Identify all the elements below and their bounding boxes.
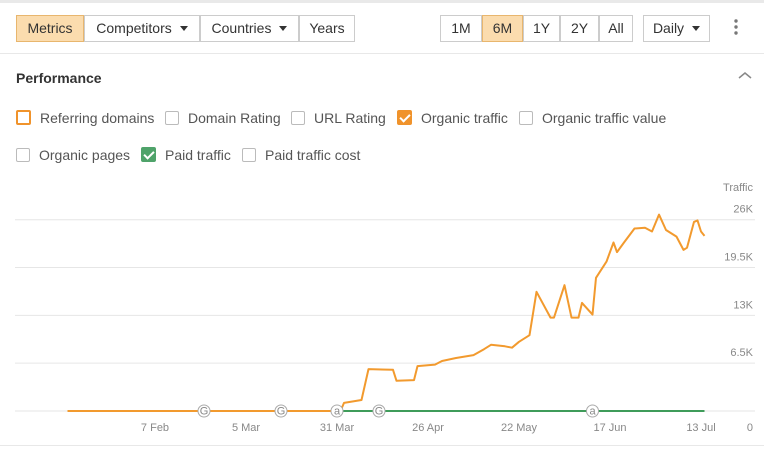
annotation-marker [586, 404, 599, 418]
annotation-label: G [375, 406, 384, 418]
series-line [67, 213, 706, 412]
tab-button[interactable]: Years [299, 15, 355, 42]
range-button[interactable]: 1Y [523, 15, 560, 42]
collapse-icon[interactable] [738, 72, 752, 79]
y-tick-label: 19.5K [724, 252, 753, 264]
checkbox-box [165, 111, 179, 125]
tab-label: Metrics [27, 20, 73, 36]
top-border [0, 0, 764, 3]
checkbox-box [519, 111, 533, 125]
checkbox[interactable]: Organic traffic value [519, 110, 666, 126]
checkbox-label: Organic traffic [421, 110, 508, 126]
checkbox-label: Organic traffic value [542, 110, 667, 126]
caret [179, 26, 188, 31]
y-axis-label: Traffic [723, 182, 753, 194]
checkbox[interactable]: Paid traffic [141, 147, 231, 163]
checkbox-box [397, 110, 412, 125]
checkbox[interactable]: Organic pages [16, 147, 130, 163]
checkbox-label: Paid traffic cost [265, 147, 361, 163]
checkbox[interactable]: Domain Rating [165, 110, 281, 126]
checkbox-box [16, 148, 30, 162]
x-tick-label: 7 Feb [141, 422, 169, 434]
y-tick-label: 13K [733, 299, 753, 311]
tab-label: Competitors [96, 20, 172, 36]
y-tick-label: 6.5K [730, 347, 753, 359]
x-tick-label: 26 Apr [412, 422, 444, 434]
checkbox-box [16, 110, 31, 125]
checkbox[interactable]: Referring domains [16, 110, 154, 126]
checkbox-label: Referring domains [40, 110, 155, 126]
tab-label: Countries [211, 20, 272, 36]
interval-dropdown[interactable]: Daily [643, 15, 710, 42]
y-tick-label: 26K [733, 204, 753, 216]
x-tick-label: 5 Mar [232, 422, 260, 434]
tab-label: Years [309, 20, 345, 36]
more-icon[interactable] [734, 19, 738, 35]
x-tick-label: 17 Jun [593, 422, 626, 434]
y-tick-label: 0 [747, 422, 753, 434]
tab-button[interactable]: Competitors [84, 15, 200, 42]
annotation-marker [330, 404, 344, 418]
annotation-label: a [589, 406, 596, 418]
checkbox[interactable]: Paid traffic cost [242, 147, 360, 163]
checkbox-label: Domain Rating [188, 110, 281, 126]
checkbox-label: Paid traffic [165, 147, 231, 163]
range-button[interactable]: All [599, 15, 633, 42]
checkbox[interactable]: URL Rating [291, 110, 386, 126]
checkbox[interactable]: Organic traffic [397, 110, 508, 126]
panel-title: Performance [16, 70, 102, 86]
caret [279, 26, 288, 31]
checkbox-box [291, 111, 305, 125]
divider [0, 445, 764, 446]
annotation-marker [372, 404, 386, 418]
x-tick-label: 31 Mar [320, 422, 355, 434]
checkbox-box [242, 148, 256, 162]
tab-button[interactable]: Metrics [16, 15, 84, 42]
tab-button[interactable]: Countries [200, 15, 299, 42]
checkbox-label: Organic pages [39, 147, 131, 163]
x-tick-label: 13 Jul [686, 422, 715, 434]
annotation-label: a [334, 406, 341, 418]
range-button[interactable]: 1M [440, 15, 482, 42]
caret [692, 26, 701, 31]
divider [0, 53, 764, 54]
x-tick-label: 22 May [501, 422, 538, 434]
checkbox-box [141, 147, 156, 162]
range-button[interactable]: 2Y [560, 15, 599, 42]
annotation-marker [197, 404, 211, 418]
range-button[interactable]: 6M [482, 15, 523, 42]
interval-label: Daily [652, 20, 685, 36]
annotation-label: G [277, 406, 286, 418]
annotation-label: G [200, 406, 209, 418]
annotation-marker [274, 404, 288, 418]
checkbox-label: URL Rating [314, 110, 386, 126]
